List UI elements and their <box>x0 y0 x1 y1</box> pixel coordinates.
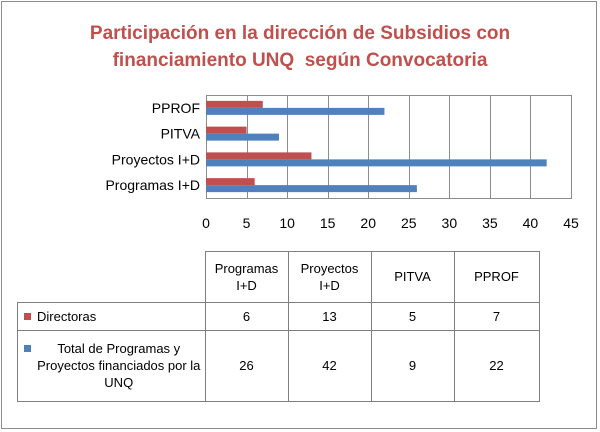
legend-swatch-total <box>24 345 31 352</box>
x-tick-label: 35 <box>482 215 498 231</box>
bar-total <box>206 159 547 167</box>
bar-directoras <box>206 152 312 160</box>
category-label: Programas I+D <box>105 177 200 193</box>
table-row-total: Total de Programas y Proyectos financiad… <box>17 329 540 402</box>
data-table: Programas I+D Proyectos I+D PITVA PPROF … <box>17 251 540 402</box>
category-label: Proyectos I+D <box>112 151 200 167</box>
table-cell: 13 <box>287 301 372 331</box>
table-cell: 9 <box>370 329 455 402</box>
table-row-label: Total de Programas y Proyectos financiad… <box>17 329 206 402</box>
chart-title-line-1: Participación en la dirección de Subsidi… <box>89 23 511 44</box>
table-row-directoras: Directoras 6 13 5 7 <box>17 301 540 331</box>
table-header-programas: Programas I+D <box>204 251 289 303</box>
x-tick-label: 45 <box>563 215 579 231</box>
table-header-pprof: PPROF <box>453 251 540 303</box>
bar-directoras <box>206 178 255 186</box>
bar-total <box>206 133 279 141</box>
x-tick-label: 0 <box>202 215 210 231</box>
table-corner <box>17 251 206 303</box>
table-header-row: Programas I+D Proyectos I+D PITVA PPROF <box>17 251 540 303</box>
table-cell: 5 <box>370 301 455 331</box>
x-tick-label: 30 <box>442 215 458 231</box>
table-header-proyectos: Proyectos I+D <box>287 251 372 303</box>
bar-directoras <box>206 100 263 108</box>
x-tick-label: 20 <box>360 215 376 231</box>
category-label: PPROF <box>152 100 200 116</box>
x-tick-label: 5 <box>243 215 251 231</box>
x-tick-label: 10 <box>279 215 295 231</box>
table-row-label: Directoras <box>17 301 206 331</box>
legend-label-directoras: Directoras <box>37 308 97 324</box>
chart-title: Participación en la dirección de Subsidi… <box>0 20 600 74</box>
table-cell: 22 <box>453 329 540 402</box>
table-header-pitva: PITVA <box>370 251 455 303</box>
table-cell: 6 <box>204 301 289 331</box>
legend-label-total: Total de Programas y Proyectos financiad… <box>37 341 201 390</box>
category-label: PITVA <box>161 126 201 142</box>
x-tick-label: 40 <box>523 215 539 231</box>
bar-directoras <box>206 126 247 134</box>
x-tick-label: 25 <box>401 215 417 231</box>
table-cell: 26 <box>204 329 289 402</box>
x-tick-label: 15 <box>320 215 336 231</box>
bar-total <box>206 107 385 115</box>
table-cell: 7 <box>453 301 540 331</box>
bar-total <box>206 185 417 193</box>
table-cell: 42 <box>287 329 372 402</box>
legend-swatch-directoras <box>24 312 31 320</box>
chart-title-line-2: financiamiento UNQ según Convocatoria <box>112 50 488 71</box>
plot-border <box>206 95 572 199</box>
